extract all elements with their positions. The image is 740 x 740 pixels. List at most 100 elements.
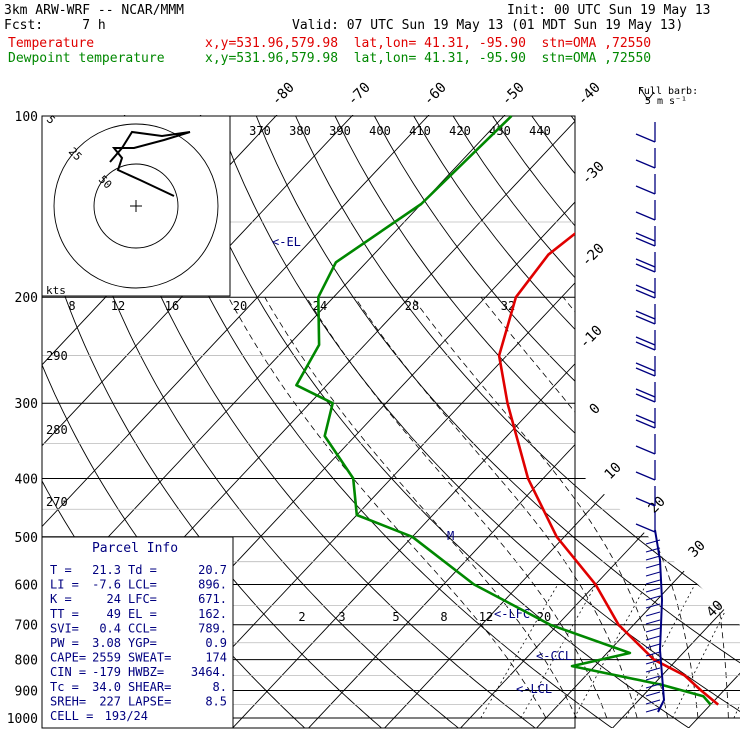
hodograph-speed-label: 8 bbox=[68, 299, 75, 313]
wind-barb-feather bbox=[635, 211, 656, 221]
wind-barb-feather bbox=[635, 367, 656, 377]
dry-adiabat bbox=[728, 115, 740, 728]
theta-label: 390 bbox=[329, 124, 351, 138]
dry-adiabat-label: 280 bbox=[46, 423, 68, 437]
theta-label: 420 bbox=[449, 124, 471, 138]
wind-barb-feather bbox=[645, 699, 661, 705]
wind-barb-feather bbox=[645, 571, 661, 577]
forecast-hour: Fcst: 7 h bbox=[4, 18, 106, 33]
moist-adiabat bbox=[228, 297, 547, 719]
parcel-param-value: 671. bbox=[198, 592, 227, 606]
level-annotation: <-LCL bbox=[516, 682, 552, 696]
wind-barb-feather bbox=[635, 497, 656, 507]
parcel-param-name: LI = bbox=[50, 578, 79, 592]
parcel-param-name: CAPE= bbox=[50, 651, 86, 665]
wind-barb-feather bbox=[645, 659, 661, 665]
wind-barb-feather bbox=[635, 471, 656, 481]
parcel-param-name: SVI= bbox=[50, 621, 79, 635]
parcel-param-name: CIN = bbox=[50, 665, 86, 679]
wind-barb-feather bbox=[645, 619, 661, 625]
model-title: 3km ARW-WRF -- NCAR/MMM bbox=[4, 3, 185, 18]
wind-barb-feather bbox=[635, 133, 656, 143]
mixing-ratio-line bbox=[733, 584, 740, 719]
parcel-param-value: 3464. bbox=[191, 665, 227, 679]
wind-barb-feather bbox=[635, 310, 656, 320]
parcel-info-panel bbox=[41, 536, 234, 729]
wind-barb-feather bbox=[645, 579, 661, 585]
isotherm-label: 30 bbox=[686, 538, 709, 561]
isotherm-label: -70 bbox=[345, 80, 374, 109]
parcel-param-name: SHEAR= bbox=[128, 680, 171, 694]
parcel-param-name: LFC= bbox=[128, 592, 157, 606]
dry-adiabat bbox=[610, 115, 740, 728]
dry-adiabat bbox=[295, 115, 740, 728]
isotherm bbox=[229, 115, 740, 728]
parcel-param-name: Td = bbox=[128, 563, 157, 577]
isotherm bbox=[685, 115, 740, 728]
mixing-ratio-label: 5 bbox=[392, 610, 399, 624]
dry-adiabat bbox=[413, 115, 740, 728]
moist-adiabat bbox=[354, 296, 638, 719]
parcel-param-value: 8. bbox=[213, 680, 227, 694]
isotherm-label: -40 bbox=[575, 80, 604, 109]
theta-label: 380 bbox=[289, 124, 311, 138]
pressure-tick-label: 600 bbox=[15, 578, 38, 593]
hodograph-speed-label: 28 bbox=[405, 299, 419, 313]
isotherm-label: -20 bbox=[579, 241, 608, 270]
wind-barb-feather bbox=[635, 388, 656, 398]
wind-barb-feather bbox=[635, 393, 656, 403]
wind-barb-feather bbox=[645, 555, 661, 561]
parcel-param-value: 0.4 bbox=[99, 621, 121, 635]
mixing-ratio-line bbox=[573, 584, 647, 719]
wind-barb-feather bbox=[635, 336, 656, 346]
isotherm-label: 40 bbox=[704, 598, 727, 621]
wind-barb-feather bbox=[645, 603, 661, 609]
isotherm bbox=[305, 115, 740, 728]
mixing-ratio-line bbox=[480, 584, 559, 719]
init-time: Init: 00 UTC Sun 19 May 13 bbox=[507, 3, 711, 18]
valid-time: Valid: 07 UTC Sun 19 May 13 (01 MDT Sun … bbox=[292, 18, 684, 33]
hodograph-speed-label: 20 bbox=[233, 299, 247, 313]
barb-legend-sample bbox=[639, 87, 655, 101]
isotherm-label: -10 bbox=[577, 323, 606, 352]
parcel-param-value: 162. bbox=[198, 607, 227, 621]
parcel-param-name: LAPSE= bbox=[128, 694, 171, 708]
parcel-param-value: 789. bbox=[198, 621, 227, 635]
temperature-profile bbox=[497, 115, 720, 706]
parcel-param-value: -7.6 bbox=[92, 578, 121, 592]
hodograph-ring bbox=[53, 123, 219, 289]
hodograph-center-mark bbox=[130, 200, 142, 212]
isotherm bbox=[153, 115, 740, 728]
parcel-param-name: LCL= bbox=[128, 578, 157, 592]
parcel-param-value: 0.9 bbox=[205, 636, 227, 650]
wind-barb-feather bbox=[635, 258, 656, 268]
parcel-param-name: CCL= bbox=[128, 621, 157, 635]
wind-barb-feather bbox=[635, 159, 656, 169]
level-annotation: <-CCL bbox=[536, 649, 572, 663]
parcel-param-value: 2559 bbox=[92, 651, 121, 665]
parcel-param-value: 174 bbox=[205, 651, 227, 665]
parcel-param-value: 49 bbox=[107, 607, 121, 621]
hodograph-speed-label: 12 bbox=[111, 299, 125, 313]
hodograph-speed-label: 24 bbox=[313, 299, 327, 313]
mixing-ratio-label: 12 bbox=[479, 610, 493, 624]
parcel-param-value: 896. bbox=[198, 578, 227, 592]
wind-barb-feather bbox=[645, 547, 661, 553]
dry-adiabat bbox=[58, 115, 463, 728]
mixing-ratio-label: 2 bbox=[298, 610, 305, 624]
parcel-param-value: -179 bbox=[92, 665, 121, 679]
parcel-param-name: T = bbox=[50, 563, 72, 577]
dry-adiabat bbox=[374, 115, 740, 728]
wind-barb-feather bbox=[635, 445, 656, 455]
temperature-legend: Temperature bbox=[8, 36, 95, 51]
pressure-tick-label: 200 bbox=[15, 291, 38, 306]
mixing-ratio-label: 3 bbox=[338, 610, 345, 624]
wind-barb-feather bbox=[645, 627, 661, 633]
dry-adiabat bbox=[531, 115, 740, 728]
pressure-tick-label: 700 bbox=[15, 619, 38, 634]
isotherm bbox=[609, 115, 740, 728]
wind-barb-feather bbox=[645, 651, 661, 657]
wind-barb-feather bbox=[635, 341, 656, 351]
isotherm-label: 0 bbox=[587, 401, 604, 418]
